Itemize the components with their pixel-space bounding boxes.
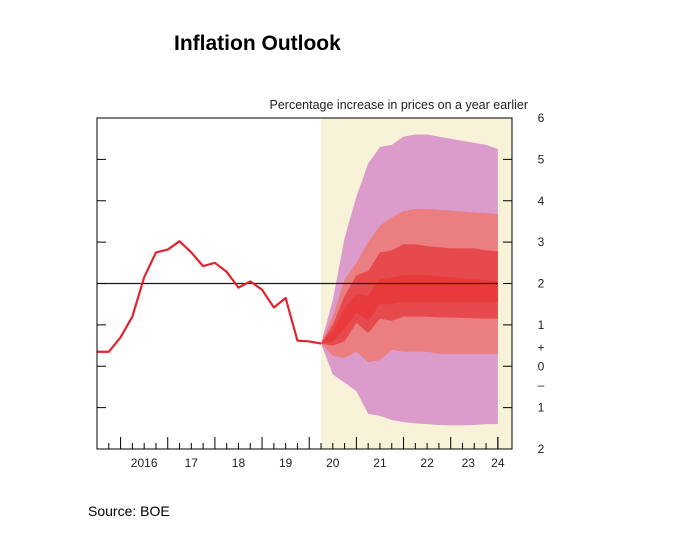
- source-note: Source: BOE: [88, 503, 170, 519]
- x-tick-label: 21: [373, 456, 387, 470]
- x-tick-label: 20: [326, 456, 340, 470]
- fan-bands: [321, 134, 498, 426]
- x-tick-label: 22: [420, 456, 434, 470]
- x-tick-label: 24: [491, 456, 505, 470]
- y-tick-label: 0: [538, 359, 545, 373]
- x-tick-label: 19: [279, 456, 293, 470]
- y-tick-label: +: [537, 341, 544, 355]
- y-tick-label: 2: [538, 277, 545, 291]
- y-tick-label: 2: [538, 442, 545, 456]
- fan-band-core: [321, 274, 498, 344]
- history-line: [97, 240, 322, 353]
- x-tick-label: 2016: [131, 456, 158, 470]
- y-tick-label: 4: [538, 194, 545, 208]
- y-tick-label: 3: [538, 235, 545, 249]
- y-tick-label: 1: [538, 318, 545, 332]
- chart-title: Inflation Outlook: [174, 32, 341, 55]
- x-tick-label: 18: [232, 456, 246, 470]
- x-tick-label: 17: [185, 456, 199, 470]
- y-axis: 6 5 4 3 2 1 +0 – 1 2: [97, 111, 545, 456]
- y-tick-label: 1: [538, 401, 545, 415]
- x-tick-label: 23: [462, 456, 476, 470]
- y-tick-label: –: [538, 378, 545, 392]
- x-axis: 2016 17 18 19 20 21 22 23 24: [108, 437, 505, 470]
- y-tick-label: 5: [538, 152, 545, 166]
- y-tick-label: 6: [538, 111, 545, 125]
- y-axis-label: Percentage increase in prices on a year …: [270, 98, 528, 112]
